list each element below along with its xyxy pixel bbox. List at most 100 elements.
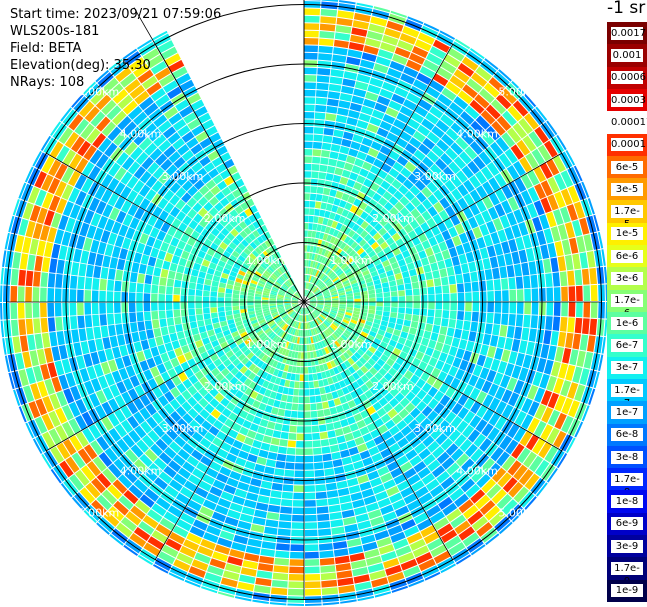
beta-cell [308,252,313,260]
beta-cell [120,419,133,434]
beta-cell [316,186,324,194]
beta-cell [170,410,182,423]
beta-cell [342,131,354,141]
beta-cell [453,156,467,170]
beta-cell [481,458,495,473]
beta-cell [176,552,194,565]
beta-cell [283,364,289,372]
beta-cell [418,448,431,460]
beta-cell [366,334,375,342]
beta-cell [164,53,181,67]
beta-cell [177,222,188,233]
beta-cell [162,260,171,270]
beta-cell [357,276,365,283]
beta-cell [109,207,120,221]
beta-cell [116,258,126,271]
beta-cell [291,303,299,305]
beta-cell [249,344,257,352]
beta-cell [368,330,377,338]
beta-cell [313,288,320,294]
beta-cell [188,374,199,385]
beta-cell [455,348,465,359]
beta-cell [307,275,311,282]
beta-cell [372,401,383,412]
beta-cell [309,300,317,302]
beta-cell [274,423,283,431]
beta-cell [229,327,238,334]
beta-cell [324,295,331,299]
beta-cell [247,538,262,548]
beta-cell [198,271,206,279]
colorbar-label: 3e-6 [611,272,643,286]
beta-cell [375,263,384,271]
beta-cell [68,170,81,187]
beta-cell [486,312,494,324]
beta-cell [342,78,356,88]
beta-cell [362,541,378,552]
beta-cell [139,198,151,211]
beta-cell [209,132,222,143]
beta-cell [414,226,424,236]
beta-cell [241,283,249,289]
beta-cell [283,315,289,321]
beta-cell [248,214,257,223]
beta-cell [385,237,395,246]
beta-cell [290,286,296,293]
beta-cell [525,152,539,169]
beta-cell [170,387,181,398]
beta-cell [139,184,151,198]
beta-cell [139,494,155,508]
beta-cell [304,89,316,97]
beta-cell [304,260,307,267]
beta-cell [95,338,104,351]
beta-cell [78,328,87,342]
beta-cell [304,551,319,559]
beta-cell [248,372,256,381]
beta-cell [183,243,193,253]
beta-cell [509,289,517,302]
beta-cell [472,364,483,377]
beta-cell [471,72,488,88]
beta-cell [306,290,310,297]
beta-cell [268,238,275,246]
beta-cell [304,433,313,441]
beta-cell [376,127,389,138]
beta-cell [595,390,607,409]
beta-cell [508,313,516,326]
beta-cell [289,278,294,285]
beta-cell [571,144,586,163]
beta-cell [61,358,72,374]
beta-cell [341,209,350,218]
beta-cell [87,252,97,265]
beta-cell [295,292,301,298]
beta-cell [279,288,286,293]
beta-cell [458,253,468,265]
beta-cell [34,171,47,189]
beta-cell [470,120,485,135]
beta-cell [340,449,351,458]
beta-cell [315,201,322,209]
beta-cell [144,320,153,330]
beta-cell [18,218,29,236]
beta-cell [377,424,389,435]
beta-cell [411,357,421,368]
beta-cell [36,240,46,256]
beta-cell [47,287,55,302]
beta-cell [369,477,383,488]
beta-cell [495,137,510,152]
beta-cell [479,367,490,380]
beta-cell [296,426,304,433]
beta-cell [195,339,204,348]
beta-cell [374,350,383,358]
beta-cell [494,347,504,361]
beta-cell [202,474,215,486]
beta-cell [404,143,417,155]
beta-cell [316,82,329,91]
beta-cell [319,31,335,39]
beta-cell [169,194,180,206]
beta-cell [516,139,531,156]
beta-cell [513,209,524,224]
beta-cell [418,558,436,572]
beta-cell [108,162,121,177]
beta-cell [320,439,330,447]
